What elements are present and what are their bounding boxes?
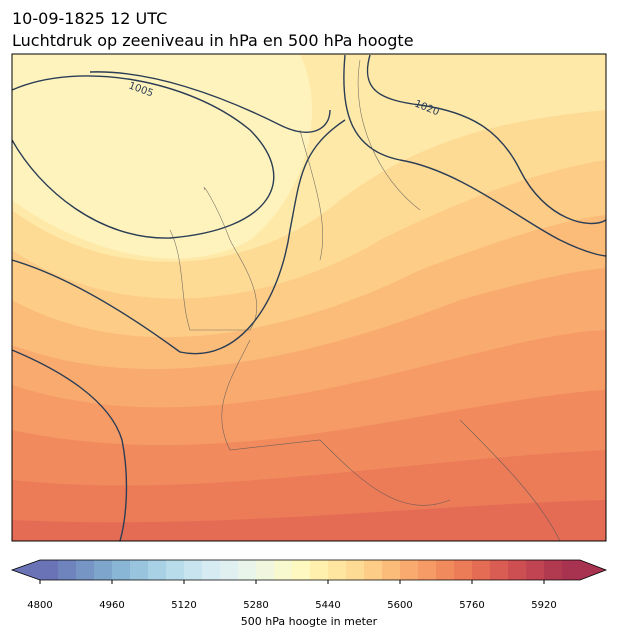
colorbar-segment: [364, 560, 383, 580]
map-frame: [11, 53, 607, 542]
colorbar-tick-label: 5440: [315, 600, 340, 611]
colorbar-segment: [454, 560, 473, 580]
colorbar-tick-label: 5920: [531, 600, 556, 611]
colorbar-segment: [310, 560, 329, 580]
colorbar-tick-label: 5760: [459, 600, 484, 611]
colorbar-segment: [40, 560, 59, 580]
map: 1005 1020: [12, 54, 606, 541]
colorbar-segment: [274, 560, 293, 580]
colorbar-segment: [400, 560, 419, 580]
colorbar-label: 500 hPa hoogte in meter: [241, 615, 378, 628]
colorbar-segment: [112, 560, 131, 580]
colorbar: 4800 4960 5120 5280 5440 5600 5760 5920: [10, 559, 608, 611]
colorbar-segment: [508, 560, 527, 580]
colorbar-extend: [12, 560, 40, 580]
colorbar-segment: [184, 560, 203, 580]
colorbar-segment: [418, 560, 437, 580]
colorbar-segment: [526, 560, 545, 580]
colorbar-segment: [202, 560, 221, 580]
colorbar-segment: [166, 560, 185, 580]
colorbar-tick-label: 5120: [171, 600, 196, 611]
colorbar-segment: [238, 560, 257, 580]
colorbar-segment: [94, 560, 113, 580]
title-line: Luchtdruk op zeeniveau in hPa en 500 hPa…: [12, 31, 414, 50]
colorbar-tick-label: 4960: [99, 600, 124, 611]
colorbar-tick-label: 5280: [243, 600, 268, 611]
colorbar-segment: [472, 560, 491, 580]
colorbar-segment: [220, 560, 239, 580]
colorbar-segment: [76, 560, 95, 580]
colorbar-extend: [580, 560, 606, 580]
colorbar-segment: [130, 560, 149, 580]
colorbar-segment: [562, 560, 581, 580]
colorbar-tick-label: 4800: [27, 600, 52, 611]
colorbar-segment: [292, 560, 311, 580]
colorbar-segment: [346, 560, 365, 580]
colorbar-segment: [148, 560, 167, 580]
colorbar-outline: [10, 559, 608, 581]
colorbar-tick-label: 5600: [387, 600, 412, 611]
colorbar-segment: [490, 560, 509, 580]
colorbar-segment: [328, 560, 347, 580]
colorbar-segment: [58, 560, 77, 580]
colorbar-segment: [436, 560, 455, 580]
colorbar-segment: [382, 560, 401, 580]
colorbar-segment: [544, 560, 563, 580]
title-line: 10-09-1825 12 UTC: [12, 9, 167, 28]
colorbar-segment: [256, 560, 275, 580]
